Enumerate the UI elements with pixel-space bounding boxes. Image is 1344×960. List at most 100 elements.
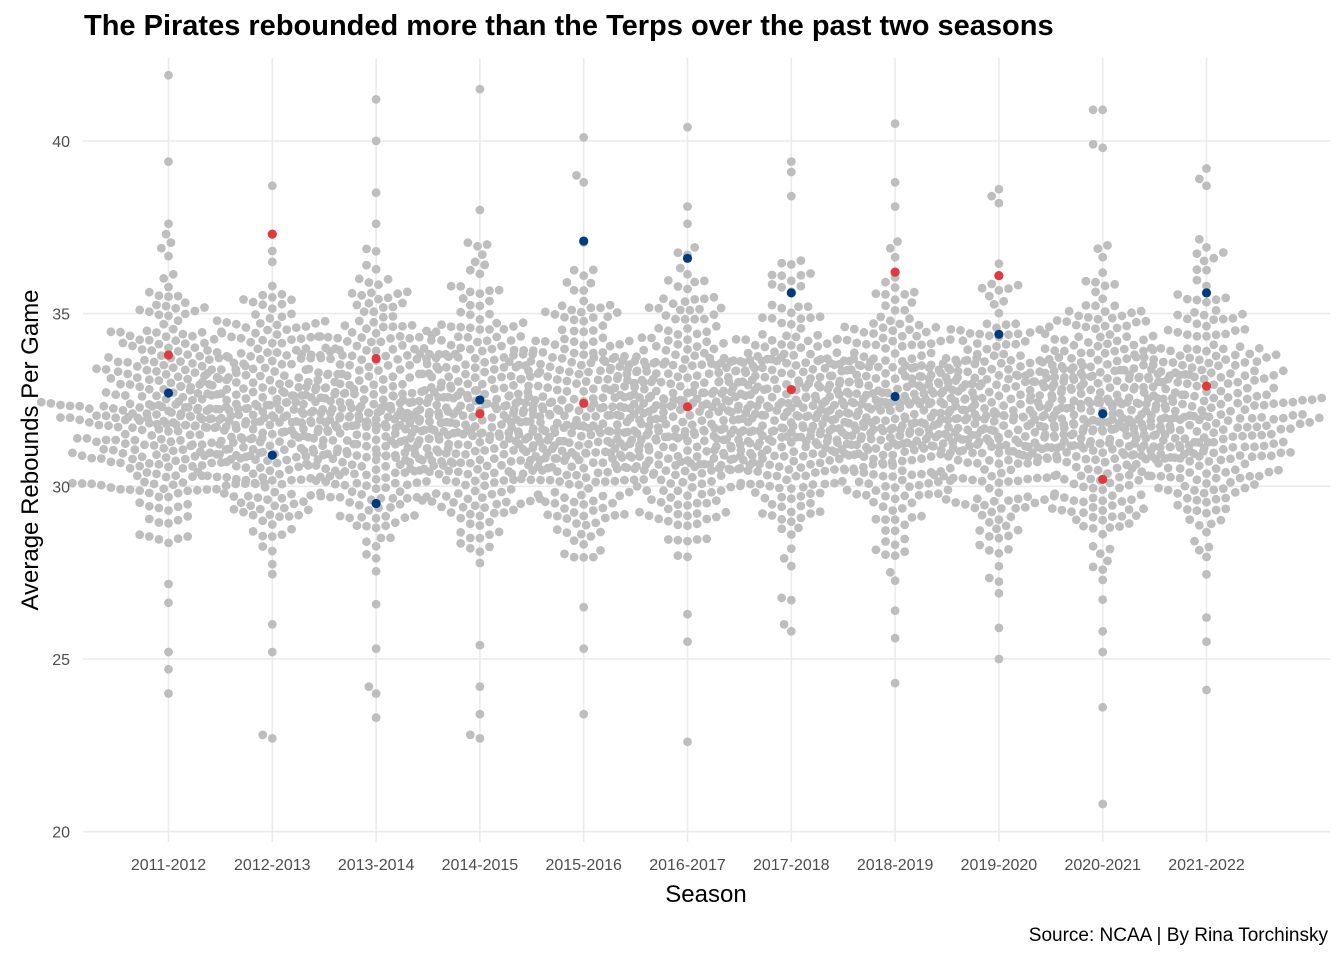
- team-point: [755, 395, 765, 405]
- team-point: [164, 664, 173, 674]
- team-point: [815, 507, 825, 516]
- team-point: [972, 458, 982, 468]
- team-point: [258, 407, 268, 416]
- team-point: [975, 329, 985, 339]
- team-point: [917, 454, 926, 464]
- team-point: [1047, 394, 1057, 403]
- team-point: [989, 416, 999, 426]
- team-point: [456, 513, 466, 523]
- team-point: [277, 479, 287, 489]
- team-point: [1028, 409, 1038, 419]
- team-point: [347, 460, 357, 469]
- team-point: [798, 451, 808, 461]
- team-point: [581, 520, 591, 530]
- team-point: [1021, 371, 1031, 380]
- team-point: [1071, 320, 1081, 330]
- team-point: [372, 449, 382, 459]
- team-point: [193, 467, 203, 477]
- team-point: [306, 393, 316, 402]
- team-point: [777, 282, 787, 292]
- team-point: [272, 320, 282, 330]
- team-point: [470, 353, 480, 363]
- team-point: [246, 434, 256, 444]
- team-point: [381, 422, 391, 432]
- team-point: [890, 295, 900, 305]
- team-point: [690, 295, 700, 304]
- team-point: [1202, 479, 1211, 488]
- team-point: [1218, 425, 1228, 434]
- team-point: [413, 440, 422, 449]
- team-point: [806, 489, 815, 499]
- team-point: [977, 393, 987, 403]
- x-axis-title: Season: [665, 881, 746, 908]
- team-point: [489, 444, 499, 453]
- team-point: [615, 390, 625, 400]
- team-point: [347, 328, 357, 337]
- team-point: [311, 461, 321, 470]
- team-point: [711, 321, 721, 331]
- team-point: [536, 475, 545, 485]
- team-point: [487, 489, 497, 499]
- team-point: [555, 436, 565, 446]
- team-point: [113, 422, 123, 432]
- team-point: [881, 290, 890, 299]
- team-point: [1098, 252, 1108, 262]
- team-point: [231, 461, 241, 471]
- team-point: [543, 372, 553, 381]
- team-point: [599, 402, 608, 412]
- team-point: [154, 291, 164, 301]
- team-point: [711, 496, 721, 505]
- team-point: [1278, 437, 1288, 447]
- team-point: [635, 405, 644, 414]
- team-point: [1211, 505, 1221, 515]
- team-point: [231, 378, 241, 387]
- team-point: [946, 393, 956, 403]
- team-point: [1088, 139, 1098, 149]
- team-point: [914, 490, 924, 500]
- team-point: [161, 301, 171, 311]
- team-point: [613, 371, 623, 381]
- team-point: [992, 342, 1001, 351]
- team-point: [441, 448, 451, 458]
- team-point: [659, 442, 668, 452]
- team-point: [1076, 368, 1086, 378]
- team-point: [108, 445, 118, 455]
- team-point: [390, 468, 400, 478]
- team-point: [1127, 464, 1137, 473]
- team-point: [1233, 398, 1243, 408]
- team-point: [1040, 368, 1050, 378]
- team-point: [381, 441, 391, 451]
- team-point: [1216, 386, 1226, 396]
- team-point: [663, 504, 673, 514]
- highlighted-point: [682, 402, 693, 412]
- team-point: [663, 454, 673, 463]
- team-point: [1033, 442, 1043, 452]
- team-point: [526, 356, 536, 366]
- team-point: [1216, 410, 1226, 419]
- team-point: [675, 381, 685, 391]
- team-point: [128, 423, 137, 433]
- team-point: [84, 404, 94, 414]
- team-point: [1278, 413, 1288, 423]
- team-point: [833, 386, 842, 396]
- team-point: [525, 496, 535, 506]
- team-point: [461, 480, 470, 490]
- team-point: [687, 472, 697, 482]
- team-point: [1211, 295, 1221, 305]
- team-point: [154, 339, 164, 349]
- team-point: [296, 475, 306, 484]
- team-point: [188, 395, 197, 405]
- team-point: [137, 392, 147, 401]
- team-point: [574, 455, 584, 465]
- team-point: [1103, 556, 1112, 566]
- team-point: [999, 421, 1009, 430]
- team-point: [161, 332, 171, 342]
- team-point: [750, 340, 760, 350]
- team-point: [746, 390, 755, 400]
- team-point: [335, 492, 345, 502]
- team-point: [914, 320, 924, 330]
- team-point: [403, 443, 413, 453]
- team-point: [1211, 494, 1221, 504]
- team-point: [1139, 346, 1148, 356]
- team-point: [786, 276, 796, 286]
